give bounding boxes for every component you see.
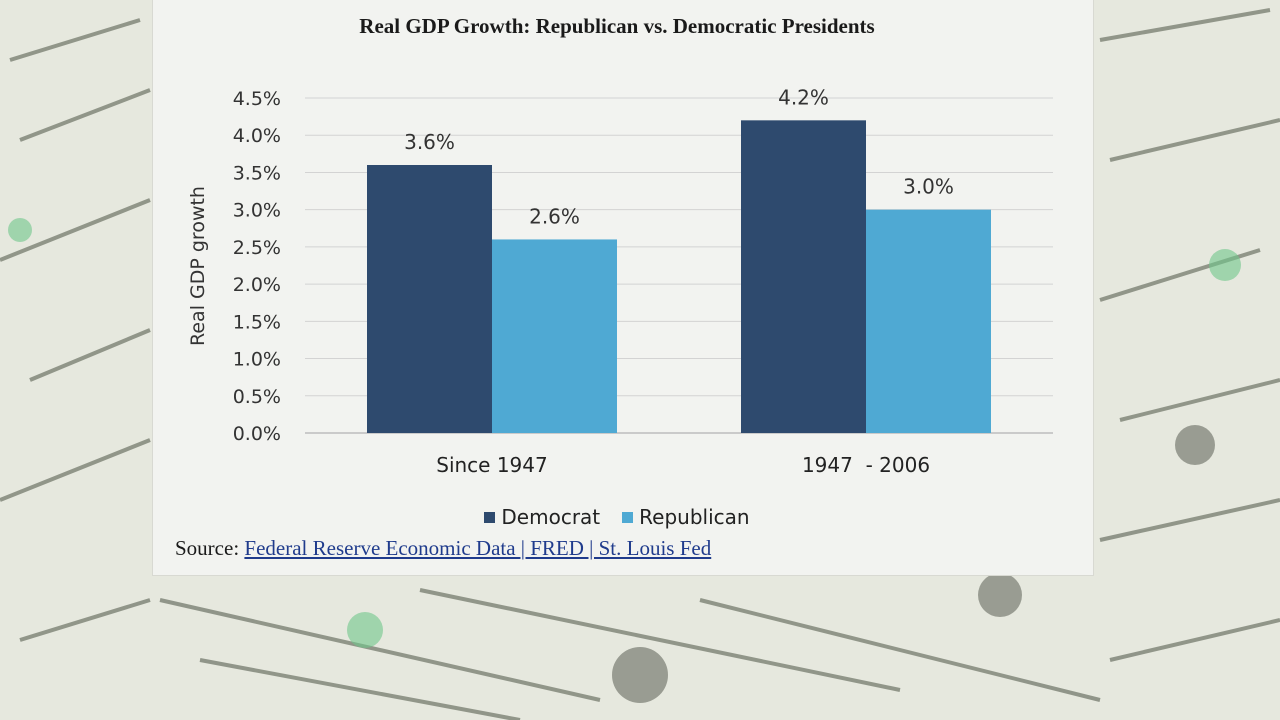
y-tick-label: 2.0% (233, 274, 281, 296)
legend-label-democrat: Democrat (501, 505, 601, 529)
bar-democrat-1 (741, 120, 866, 433)
legend-label-republican: Republican (639, 505, 750, 529)
y-tick-label: 3.5% (233, 162, 281, 184)
chart-title: Real GDP Growth: Republican vs. Democrat… (359, 14, 875, 38)
bar-democrat-0 (367, 165, 492, 433)
legend-swatch-republican (622, 511, 634, 523)
data-label: 2.6% (529, 204, 580, 228)
category-label: Since 1947 (436, 453, 547, 477)
chart-card: Real GDP Growth: Republican vs. Democrat… (153, 0, 1093, 575)
category-label: 1947 - 2006 (802, 453, 930, 477)
y-axis-label: Real GDP growth (187, 186, 209, 346)
source-note: Source: Federal Reserve Economic Data | … (175, 536, 711, 561)
source-prefix: Source: (175, 536, 245, 560)
category-labels: Since 1947 1947 - 2006 (436, 453, 930, 477)
y-tick-labels: 0.0% 0.5% 1.0% 1.5% 2.0% 2.5% 3.0% 3.5% 4.0% 4.5% (233, 88, 281, 445)
y-tick-label: 0.5% (233, 386, 281, 408)
data-label: 3.6% (404, 130, 455, 154)
legend-item-republican: Republican (622, 505, 750, 529)
data-label: 4.2% (778, 85, 829, 109)
y-tick-label: 4.5% (233, 88, 281, 110)
legend: Democrat Republican (153, 505, 1081, 529)
bar-republican-0 (492, 239, 617, 433)
data-labels: 3.6% 2.6% 4.2% 3.0% (404, 85, 954, 228)
y-tick-label: 2.5% (233, 237, 281, 259)
y-tick-label: 4.0% (233, 125, 281, 147)
y-tick-label: 0.0% (233, 423, 281, 445)
data-label: 3.0% (903, 175, 954, 199)
y-tick-label: 1.0% (233, 349, 281, 371)
bars (367, 120, 991, 433)
y-tick-label: 1.5% (233, 311, 281, 333)
bar-chart: 0.0% 0.5% 1.0% 1.5% 2.0% 2.5% 3.0% 3.5% 4.0% 4.5%… (187, 85, 1053, 477)
y-tick-label: 3.0% (233, 200, 281, 222)
legend-swatch-democrat (484, 511, 496, 523)
source-link[interactable]: Federal Reserve Economic Data | FRED | S… (244, 536, 712, 560)
bar-republican-1 (866, 209, 991, 433)
legend-item-democrat: Democrat (484, 505, 600, 529)
